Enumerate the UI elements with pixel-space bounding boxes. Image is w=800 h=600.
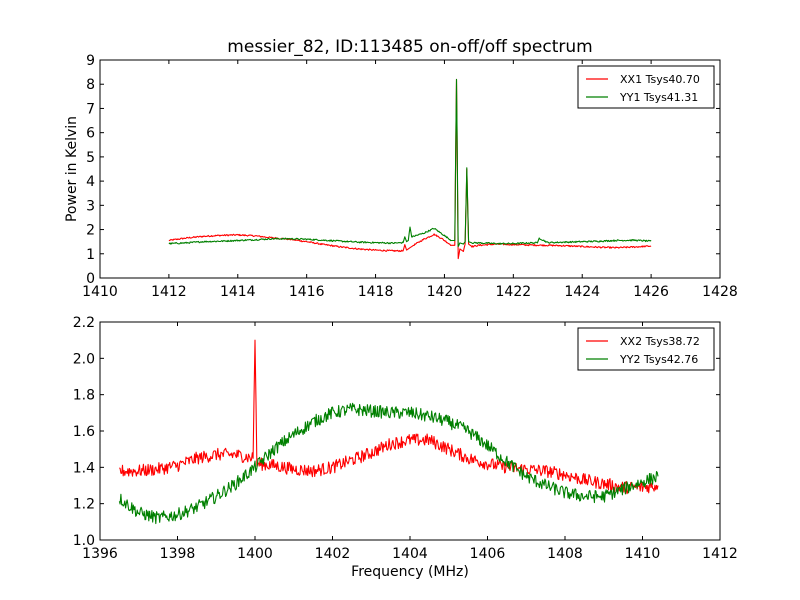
y-tick-label: 1.8 <box>73 388 95 404</box>
legend-box <box>577 327 715 371</box>
x-tick-label: 1404 <box>392 546 428 562</box>
y-tick-label: 2.0 <box>73 351 95 367</box>
x-tick-label: 1402 <box>315 546 351 562</box>
x-tick-label: 1412 <box>702 546 738 562</box>
x-tick-label: 1424 <box>564 284 600 300</box>
x-tick-label: 1396 <box>82 546 118 562</box>
y-tick-label: 1.4 <box>73 460 95 476</box>
legend: XX2 Tsys38.72 YY2 Tsys42.76 <box>577 327 715 371</box>
y-tick-label: 1 <box>86 247 95 263</box>
legend-label-xx2: XX2 Tsys38.72 <box>620 335 700 348</box>
x-tick-label: 1406 <box>470 546 506 562</box>
x-tick-label: 1398 <box>160 546 196 562</box>
x-tick-label: 1416 <box>289 284 325 300</box>
legend-label-yy1: YY1 Tsys41.31 <box>619 91 698 104</box>
y-tick-label: 1.2 <box>73 497 95 513</box>
x-tick-label: 1428 <box>702 284 738 300</box>
top-chart: messier_82, ID:113485 on-off/off spectru… <box>64 37 738 300</box>
x-tick-label: 1412 <box>151 284 187 300</box>
y-tick-label: 4 <box>86 174 95 190</box>
plot-area <box>168 78 652 260</box>
legend-box <box>577 65 715 109</box>
axes-frame <box>99 321 721 541</box>
x-tick-label: 1418 <box>358 284 394 300</box>
axes-frame <box>99 59 721 279</box>
y-tick-label: 3 <box>86 198 95 214</box>
y-tick-label: 2.2 <box>73 315 95 331</box>
legend-label-xx1: XX1 Tsys40.70 <box>620 73 700 86</box>
series-line-xx2 <box>119 339 659 495</box>
y-tick-label: 1.6 <box>73 424 95 440</box>
y-tick-label: 5 <box>86 150 95 166</box>
plot-area <box>118 339 659 525</box>
x-tick-label: 1408 <box>547 546 583 562</box>
y-tick-label: 2 <box>86 223 95 239</box>
axis-ticks: 1396 1398 1400 1402 1404 1406 1408 1410 1412 1.0 1… <box>73 315 738 562</box>
series-line-xx1 <box>168 78 652 260</box>
y-tick-label: 9 <box>86 53 95 69</box>
y-tick-label: 1.0 <box>73 533 95 549</box>
y-tick-label: 7 <box>86 101 95 117</box>
y-axis-label: Power in Kelvin <box>64 116 80 222</box>
x-tick-label: 1400 <box>237 546 273 562</box>
series-line-yy2 <box>118 402 659 525</box>
x-axis-label: Frequency (MHz) <box>351 564 469 580</box>
x-tick-label: 1422 <box>496 284 532 300</box>
chart-title: messier_82, ID:113485 on-off/off spectru… <box>227 37 592 57</box>
bottom-chart: Frequency (MHz) 1396 1398 1400 1402 1404 1406… <box>73 315 738 580</box>
x-tick-label: 1420 <box>427 284 463 300</box>
y-tick-label: 0 <box>86 271 95 287</box>
series-line-yy1 <box>168 78 652 248</box>
x-tick-label: 1410 <box>82 284 118 300</box>
y-tick-label: 6 <box>86 126 95 142</box>
x-tick-label: 1410 <box>625 546 661 562</box>
x-tick-label: 1426 <box>633 284 669 300</box>
legend: XX1 Tsys40.70 YY1 Tsys41.31 <box>577 65 715 109</box>
y-tick-label: 8 <box>86 77 95 93</box>
axis-ticks: 1410 1412 1414 1416 1418 1420 1422 1424 1426 1428… <box>82 53 738 300</box>
legend-label-yy2: YY2 Tsys42.76 <box>619 353 698 366</box>
x-tick-label: 1414 <box>220 284 256 300</box>
